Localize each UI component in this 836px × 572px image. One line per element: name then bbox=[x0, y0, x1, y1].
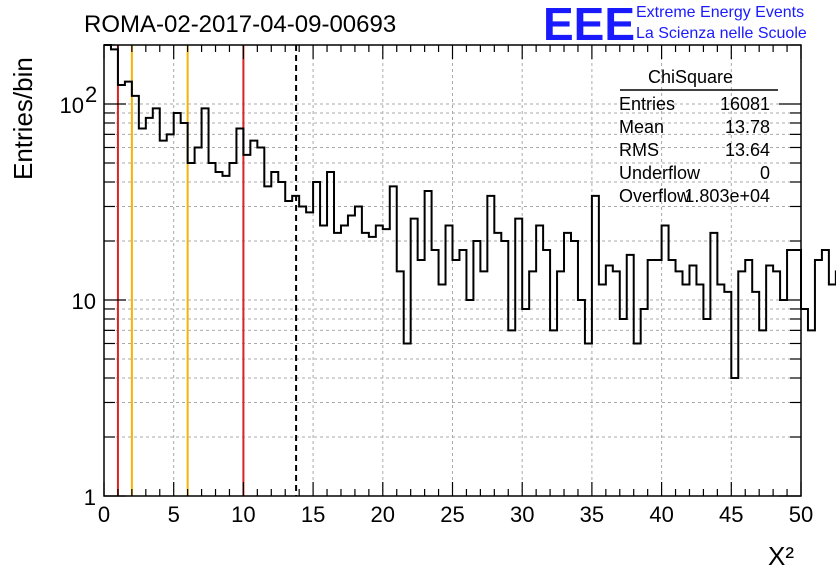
stats-label: Entries bbox=[619, 94, 675, 114]
stats-title: ChiSquare bbox=[648, 67, 733, 87]
axis-ticks bbox=[103, 44, 802, 497]
stats-value: 16081 bbox=[720, 94, 770, 114]
stats-label: RMS bbox=[619, 140, 659, 160]
stats-label: Mean bbox=[619, 117, 664, 137]
x-axis-label: X² bbox=[768, 541, 794, 571]
x-tick-label: 10 bbox=[231, 502, 255, 527]
y-tick-label: 1 bbox=[84, 485, 96, 510]
x-tick-label: 15 bbox=[301, 502, 325, 527]
logo-line-2: La Scienza nelle Scuole bbox=[636, 25, 807, 42]
x-tick-label: 35 bbox=[580, 502, 604, 527]
stats-value: 13.64 bbox=[725, 140, 770, 160]
threshold-lines bbox=[116, 45, 298, 496]
stats-box: ChiSquare Entries 16081 Mean 13.78 RMS 13.64 U… bbox=[619, 67, 778, 206]
x-tick-label: 45 bbox=[719, 502, 743, 527]
stats-value: 0 bbox=[760, 163, 770, 183]
logo-line-1: Extreme Energy Events bbox=[636, 4, 804, 21]
stats-label: Underflow bbox=[619, 163, 701, 183]
x-tick-label: 25 bbox=[440, 502, 464, 527]
x-tick-labels: 0 5 10 15 20 25 30 35 40 45 50 bbox=[98, 502, 813, 527]
x-tick-label: 50 bbox=[789, 502, 813, 527]
x-tick-label: 0 bbox=[98, 502, 110, 527]
x-tick-label: 30 bbox=[510, 502, 534, 527]
stats-value: 1.803e+04 bbox=[684, 186, 770, 206]
x-tick-label: 20 bbox=[371, 502, 395, 527]
y-axis-label: Entries/bin bbox=[8, 57, 38, 180]
y-tick-label: 10 bbox=[60, 93, 84, 118]
eee-logo-mark: EEE bbox=[543, 0, 635, 50]
y-tick-exponent: 2 bbox=[85, 82, 97, 107]
stats-label: Overflow bbox=[619, 186, 691, 206]
x-tick-label: 40 bbox=[649, 502, 673, 527]
chart-title: ROMA-02-2017-04-09-00693 bbox=[84, 11, 396, 38]
x-tick-label: 5 bbox=[168, 502, 180, 527]
stats-value: 13.78 bbox=[725, 117, 770, 137]
y-tick-label: 10 bbox=[72, 289, 96, 314]
histogram-series bbox=[104, 44, 836, 379]
